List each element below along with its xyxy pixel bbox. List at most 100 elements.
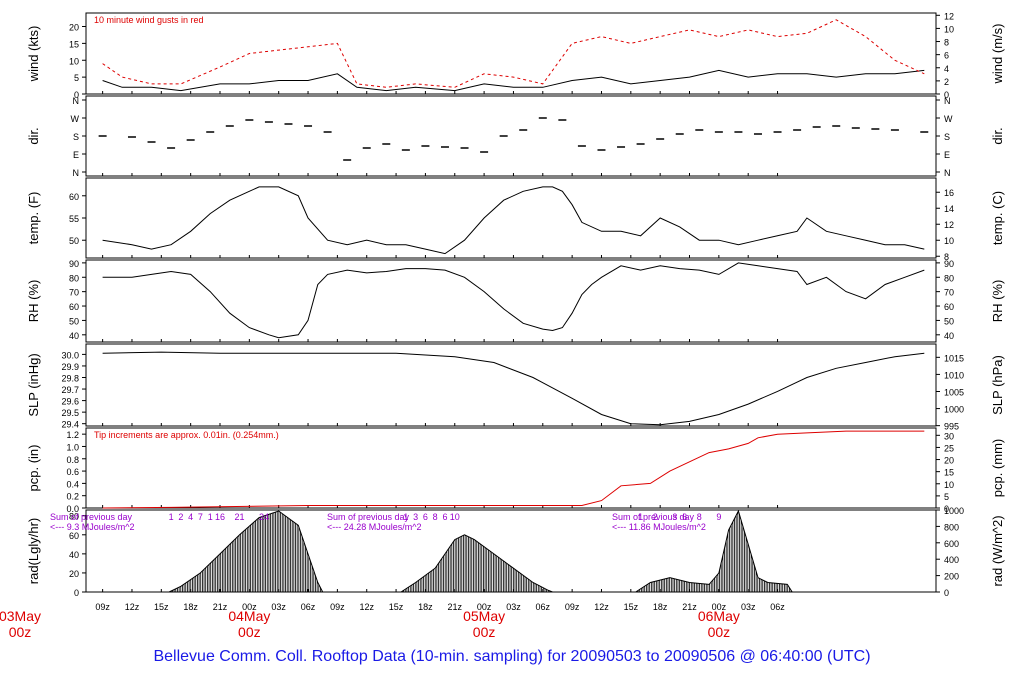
y-tick-label: 80: [69, 273, 79, 283]
y-tick-label: 20: [69, 23, 79, 33]
y-tick-label-right: 10: [944, 236, 954, 246]
y-tick-label: 29.9: [61, 362, 79, 372]
panel-frame: [85, 177, 937, 259]
x-tick-label: 15z: [624, 602, 639, 612]
y-tick-label-right: 995: [944, 422, 959, 432]
y-tick-label: 50: [69, 236, 79, 246]
date-time-label: 00z: [473, 624, 496, 640]
y-tick-label-right: 25: [944, 443, 954, 453]
x-tick-label: 09z: [330, 602, 345, 612]
y-tick-label-right: 1005: [944, 387, 964, 397]
rain-tip-label: 6: [442, 512, 447, 522]
y-tick-label: 40: [69, 550, 79, 560]
gust-series-line: [102, 19, 925, 88]
panel-annotation: Tip increments are approx. 0.01in. (0.25…: [94, 430, 279, 440]
y-axis-label: SLP (inHg): [26, 353, 41, 416]
y-axis-label: RH (%): [26, 280, 41, 323]
x-tick-label: 06z: [770, 602, 785, 612]
precip-series-line: [102, 430, 925, 509]
y-axis-label: wind (kts): [26, 26, 41, 83]
series-line: [102, 69, 925, 92]
date-time-label: 00z: [9, 624, 32, 640]
panel-annotation: 10 minute wind gusts in red: [94, 15, 204, 25]
series-line: [102, 351, 925, 426]
rain-tip-label: 2: [178, 512, 183, 522]
y-tick-label-right: 12: [944, 220, 954, 230]
y-tick-label-right: 12: [944, 11, 954, 21]
x-tick-label: 00z: [242, 602, 257, 612]
rain-tip-label: 2: [653, 512, 658, 522]
panel-frame: [85, 343, 937, 427]
y-tick-label: 40: [69, 331, 79, 341]
y-tick-label: 70: [69, 288, 79, 298]
y-axis-label-right: SLP (hPa): [990, 355, 1005, 415]
x-tick-label: 00z: [477, 602, 492, 612]
y-axis-label-right: rad (W/m^2): [990, 515, 1005, 586]
rain-tip-label: 8: [433, 512, 438, 522]
y-tick-label: 0.8: [66, 455, 79, 465]
radiation-sum-line2: <--- 24.28 MJoules/m^2: [327, 522, 422, 532]
y-tick-label-right: 0: [944, 504, 949, 514]
x-tick-label: 15z: [389, 602, 404, 612]
y-tick-label-right: 2: [944, 77, 949, 87]
series-line: [102, 262, 925, 339]
x-tick-label: 18z: [183, 602, 198, 612]
x-tick-label: 12z: [594, 602, 609, 612]
y-tick-label: 55: [69, 214, 79, 224]
y-tick-label-right: 0: [944, 90, 949, 100]
y-axis-label-right: temp. (C): [990, 191, 1005, 245]
date-label: 04May: [228, 608, 270, 624]
x-tick-label: 15z: [154, 602, 169, 612]
rain-tip-label: 1: [169, 512, 174, 522]
x-tick-label: 06z: [536, 602, 551, 612]
y-tick-label: 29.8: [61, 373, 79, 383]
y-tick-label-right: 400: [944, 555, 959, 565]
y-tick-label-right: 1000: [944, 506, 964, 516]
y-tick-label-right: 30: [944, 431, 954, 441]
y-tick-label-right: 8: [944, 38, 949, 48]
y-tick-label: 29.5: [61, 408, 79, 418]
y-tick-label-right: 15: [944, 468, 954, 478]
y-axis-label: dir.: [26, 127, 41, 144]
y-tick-label-right: 200: [944, 572, 959, 582]
y-tick-label-right: 16: [944, 188, 954, 198]
y-tick-label-right: N: [944, 96, 951, 106]
rain-tip-label: 8: [697, 512, 702, 522]
y-tick-label: 15: [69, 39, 79, 49]
x-tick-label: 00z: [712, 602, 727, 612]
y-tick-label-right: W: [944, 114, 953, 124]
panel-frame: [85, 12, 937, 95]
x-tick-label: 21z: [682, 602, 697, 612]
y-tick-label: 1.0: [66, 442, 79, 452]
y-tick-label-right: 1000: [944, 405, 964, 415]
y-tick-label: W: [71, 114, 80, 124]
y-tick-label: 0: [74, 90, 79, 100]
y-tick-label-right: 20: [944, 456, 954, 466]
y-axis-label: rad(Lgly/hr): [26, 518, 41, 584]
y-tick-label: 0: [74, 588, 79, 598]
x-tick-label: 18z: [418, 602, 433, 612]
x-tick-label: 12z: [359, 602, 374, 612]
rain-tip-label: 24: [259, 512, 269, 522]
y-tick-label: 0.0: [66, 504, 79, 514]
footer-title: Bellevue Comm. Coll. Rooftop Data (10-mi…: [153, 648, 871, 665]
y-tick-label: 10: [69, 56, 79, 66]
rain-tip-label: 1: [638, 512, 643, 522]
y-tick-label-right: 600: [944, 539, 959, 549]
y-tick-label: N: [73, 96, 80, 106]
x-tick-label: 03z: [741, 602, 756, 612]
y-tick-label-right: 8: [944, 252, 949, 262]
date-label: 06May: [698, 608, 740, 624]
y-axis-label-right: wind (m/s): [990, 24, 1005, 85]
y-tick-label-right: E: [944, 150, 950, 160]
y-tick-label: 60: [69, 531, 79, 541]
rain-tip-label: 1: [403, 512, 408, 522]
x-tick-label: 09z: [95, 602, 110, 612]
y-tick-label-right: 1010: [944, 370, 964, 380]
y-tick-label-right: 800: [944, 522, 959, 532]
x-tick-label: 12z: [125, 602, 140, 612]
y-tick-label-right: 14: [944, 204, 954, 214]
y-axis-label: pcp. (in): [26, 445, 41, 492]
y-tick-label: 60: [69, 302, 79, 312]
